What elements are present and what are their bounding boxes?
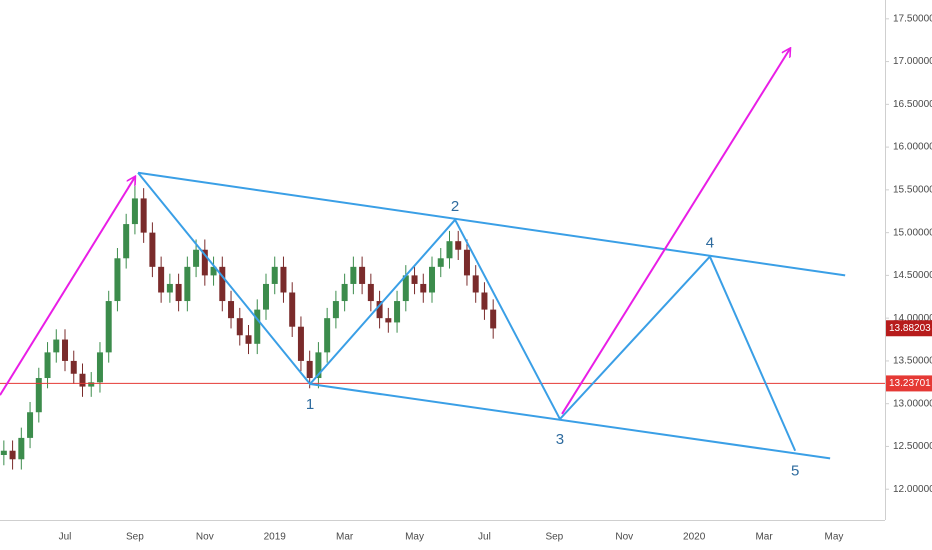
trend-arrow [0,177,135,396]
candle-body [114,258,121,302]
candle-body [158,266,165,293]
y-tick-label: 12.00000 [893,484,932,495]
candle-body [254,309,261,344]
candle-body [472,275,479,293]
y-tick-label: 13.50000 [893,356,932,367]
candle-body [324,318,331,353]
candle-body [210,266,217,276]
x-tick-label: Mar [336,532,354,543]
trend-line [137,172,797,452]
candle-body [289,292,296,327]
candle-body [402,275,409,302]
candle-body [193,249,200,267]
candle-body [359,266,366,284]
candle-body [166,283,173,293]
candle-body [429,266,436,293]
candle-body [437,258,444,267]
x-tick-label: Mar [755,532,773,543]
candle-body [140,198,147,233]
x-tick-label: 2019 [264,532,287,543]
candle-body [35,378,42,413]
candle-body [53,339,60,353]
trend-arrow [561,49,790,415]
candle-body [297,326,304,361]
candle-body [96,352,103,383]
candle-body [123,224,130,259]
price-label: 13.23701 [889,378,931,389]
wave-label: 5 [791,463,799,480]
candle-body [315,352,322,379]
y-tick-label: 14.00000 [893,313,932,324]
candle-body [79,373,86,387]
x-tick-label: Nov [196,532,214,543]
candle-body [455,241,462,250]
candle-body [184,266,191,302]
y-tick-label: 12.50000 [893,441,932,452]
wave-label: 1 [306,396,314,413]
candle-body [44,352,51,379]
x-tick-label: May [825,532,844,543]
y-tick-label: 17.00000 [893,56,932,67]
candle-body [271,266,278,284]
candle-body [262,283,269,310]
y-tick-label: 14.50000 [893,270,932,281]
candle-body [245,335,252,344]
wave-label: 3 [556,431,564,448]
candle-body [420,283,427,293]
candle-body [131,198,138,225]
wave-label: 2 [451,198,459,215]
candle-body [446,241,453,259]
candle-body [394,301,401,323]
candle-body [70,360,77,374]
candle-body [341,283,348,302]
x-tick-label: Sep [545,532,563,543]
candle-body [228,301,235,319]
y-tick-label: 13.00000 [893,398,932,409]
candle-body [9,450,16,460]
x-tick-label: May [405,532,424,543]
candle-body [0,450,7,455]
candle-body [481,292,488,310]
candle-body [332,301,339,319]
candle-body [280,266,287,293]
candle-body [367,283,374,302]
candle-body [490,309,497,329]
y-tick-label: 17.50000 [893,13,932,24]
candle-body [411,275,418,284]
candle-body [105,301,112,353]
y-tick-label: 15.50000 [893,185,932,196]
x-tick-label: Sep [126,532,144,543]
candle-body [149,232,156,267]
y-tick-label: 16.50000 [893,99,932,110]
trend-line [309,383,831,460]
price-label: 13.88203 [889,323,931,334]
candle-body [62,339,69,361]
candle-body [376,301,383,319]
candle-body [18,437,25,460]
candle-body [175,283,182,302]
y-tick-label: 15.00000 [893,227,932,238]
x-tick-label: Jul [59,532,72,543]
wave-label: 4 [706,235,714,252]
x-tick-label: Jul [478,532,491,543]
trend-line [137,171,846,277]
candle-body [236,318,243,336]
x-tick-label: Nov [615,532,633,543]
candle-body [306,360,313,379]
candle-body [385,318,392,323]
price-label-box [886,320,932,337]
candle-body [27,412,34,438]
candle-body [350,266,357,284]
y-tick-label: 16.00000 [893,142,932,153]
price-label-box [886,375,932,392]
candle-body [463,249,470,276]
candle-body [201,249,208,276]
candle-body [88,382,95,387]
candle-body [219,266,226,302]
x-tick-label: 2020 [683,532,706,543]
